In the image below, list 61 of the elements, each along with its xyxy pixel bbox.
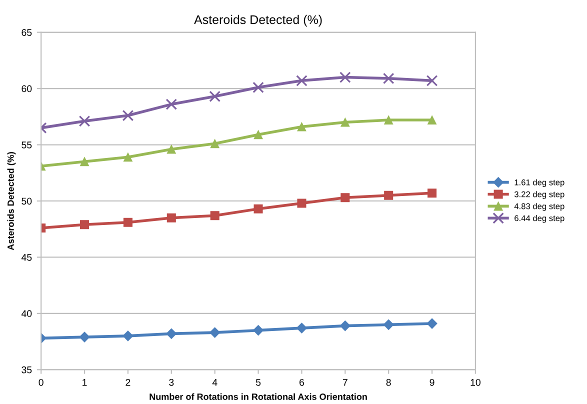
point — [166, 98, 178, 110]
legend-label: 1.61 deg step — [514, 179, 564, 187]
point — [254, 130, 263, 140]
point — [384, 116, 394, 125]
point — [210, 211, 220, 220]
point — [166, 213, 176, 222]
y-tick-label: 45 — [21, 254, 32, 261]
y-tick-label: 65 — [22, 29, 32, 36]
x-tick-label: 1 — [82, 379, 87, 386]
point — [340, 118, 350, 127]
y-tick-label: 35 — [22, 366, 32, 374]
y-tick-label: 55 — [22, 142, 32, 148]
point — [166, 144, 176, 154]
legend-label: 3.22 deg step — [514, 191, 564, 199]
x-axis-title: Number of Rotations in Rotational Axis Orientation — [150, 393, 367, 400]
point — [79, 332, 90, 342]
point — [254, 204, 263, 214]
x-tick-label: 6 — [300, 378, 304, 386]
point — [252, 82, 264, 94]
y-tick-label: 40 — [21, 310, 32, 318]
point — [123, 218, 132, 227]
x-tick-label: 5 — [256, 379, 261, 386]
x-tick-label: 10 — [470, 378, 480, 386]
x-tick-label: 3 — [169, 378, 174, 386]
point — [80, 157, 90, 166]
point — [383, 319, 394, 330]
point — [210, 139, 220, 148]
point — [382, 72, 394, 84]
point — [426, 74, 438, 86]
point — [122, 110, 134, 122]
point — [426, 318, 438, 329]
point — [166, 328, 177, 339]
point — [340, 193, 350, 202]
point — [297, 122, 306, 132]
legend-label: 6.44 deg step — [514, 215, 564, 223]
point — [428, 188, 437, 198]
point — [210, 327, 220, 338]
point — [384, 190, 394, 200]
x-tick-label: 7 — [342, 379, 348, 386]
point — [339, 72, 351, 83]
point — [296, 74, 308, 86]
x-tick-label: 0 — [38, 378, 44, 386]
legend-label: 4.83 deg step — [514, 203, 564, 211]
x-tick-label: 2 — [126, 378, 130, 386]
x-tick-label: 4 — [212, 379, 218, 386]
point — [428, 116, 437, 125]
point — [340, 320, 350, 332]
point — [253, 325, 264, 336]
y-axis-title: Asteroids Detected (%) — [7, 152, 16, 250]
point — [296, 322, 307, 334]
x-tick-label: 8 — [386, 378, 391, 386]
point — [78, 115, 90, 127]
y-tick-label: 60 — [22, 85, 32, 92]
point — [80, 220, 90, 230]
y-tick-label: 50 — [22, 198, 32, 205]
point — [123, 152, 132, 162]
x-tick-label: 9 — [430, 378, 434, 386]
chart-title: Asteroids Detected (%) — [194, 14, 322, 27]
point — [297, 198, 306, 208]
point — [209, 90, 221, 102]
point — [122, 330, 134, 342]
